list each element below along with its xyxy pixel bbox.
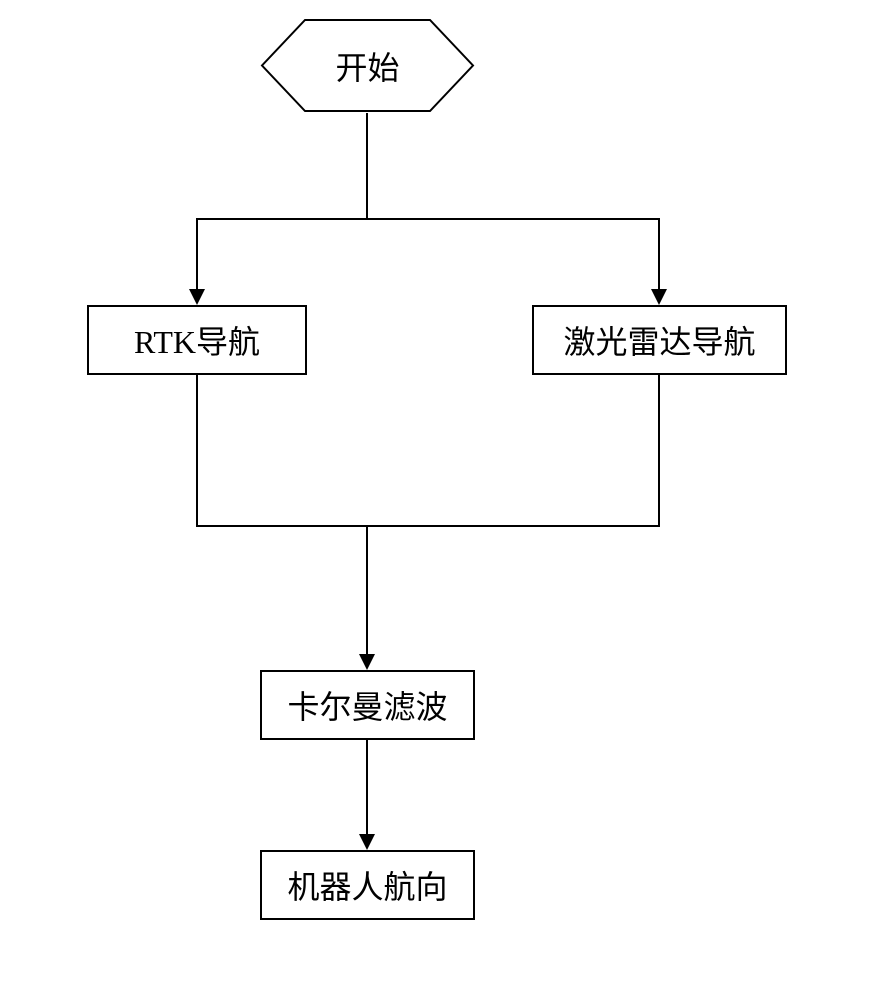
rtk-node: RTK导航	[87, 305, 307, 375]
connector-line	[196, 218, 660, 220]
heading-node: 机器人航向	[260, 850, 475, 920]
connector-line	[658, 375, 660, 525]
kalman-node: 卡尔曼滤波	[260, 670, 475, 740]
connector-line	[366, 113, 368, 218]
connector-line	[196, 218, 198, 290]
connector-line	[658, 218, 660, 290]
arrow-icon	[359, 834, 375, 850]
heading-label: 机器人航向	[287, 862, 447, 908]
lidar-node: 激光雷达导航	[532, 305, 787, 375]
lidar-label: 激光雷达导航	[563, 317, 755, 363]
arrow-icon	[651, 289, 667, 305]
arrow-icon	[189, 289, 205, 305]
start-node: 开始	[260, 18, 475, 113]
connector-line	[196, 525, 660, 527]
arrow-icon	[359, 654, 375, 670]
connector-line	[196, 375, 198, 525]
connector-line	[366, 525, 368, 655]
start-label: 开始	[335, 43, 399, 89]
kalman-label: 卡尔曼滤波	[287, 682, 447, 728]
connector-line	[366, 740, 368, 835]
rtk-label: RTK导航	[134, 317, 260, 363]
